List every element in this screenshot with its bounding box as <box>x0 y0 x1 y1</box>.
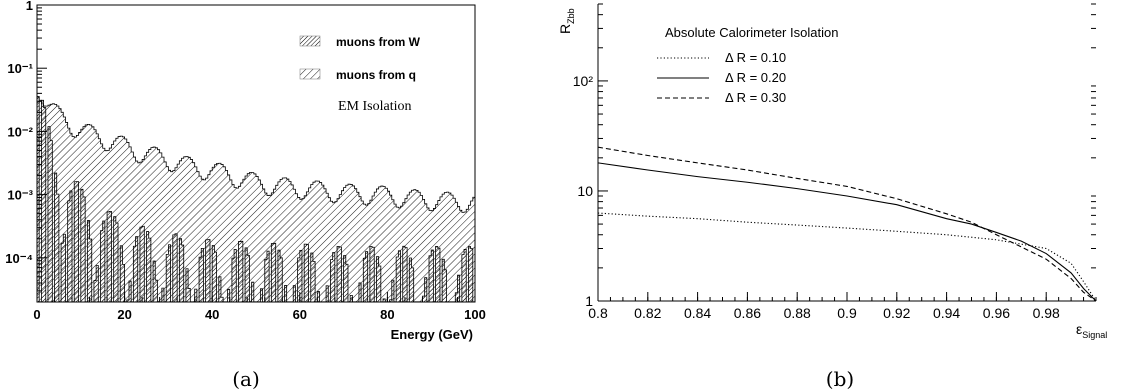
y-tick-label-b: 1 <box>585 293 593 309</box>
y-tick-label-b: 10 <box>577 183 593 199</box>
x-tick-label-a: 100 <box>464 307 486 322</box>
x-tick-label-b: 0.86 <box>734 305 761 321</box>
y-tick-label-a: 10⁻³ <box>7 188 33 203</box>
x-tick-label-b: 0.88 <box>784 305 811 321</box>
x-tick-label-a: 40 <box>205 307 219 322</box>
x-tick-label-a: 20 <box>117 307 131 322</box>
x-tick-label-b: 0.9 <box>837 305 857 321</box>
y-tick-label-a: 1 <box>26 0 33 13</box>
chart-a: 0 20 40 60 80 100 10⁻⁴ 10⁻³ 10⁻² 10⁻¹ 1 muons from… <box>5 0 486 391</box>
line-dr-010 <box>598 212 1096 301</box>
x-tick-label-b: 0.94 <box>933 305 960 321</box>
y-tick-label-a: 10⁻¹ <box>7 61 33 76</box>
legend-title-b: Absolute Calorimeter Isolation <box>665 25 838 40</box>
legend-swatch-q <box>299 68 321 80</box>
x-tick-label-b: 0.84 <box>684 305 711 321</box>
y-tick-label-b: 10² <box>573 73 594 89</box>
line-dr-030 <box>598 146 1096 301</box>
x-tick-label-a: 80 <box>380 307 394 322</box>
legend-swatch-w <box>299 35 321 47</box>
y-tick-label-a: 10⁻⁴ <box>5 251 33 266</box>
x-tick-label-b: 0.8 <box>588 305 608 321</box>
x-tick-label-a: 0 <box>33 307 40 322</box>
legend-label-3: Δ R = 0.30 <box>725 90 786 105</box>
chart-b: 0.8 0.82 0.84 0.86 0.88 0.9 0.92 0.94 0.96 0.98 1 1… <box>560 3 1107 391</box>
y-axis-label-b: RZbb <box>560 8 576 34</box>
x-tick-label-a: 60 <box>293 307 307 322</box>
legend-label-q: muons from q <box>336 68 416 82</box>
legend-label-w: muons from W <box>336 35 421 49</box>
x-tick-label-b: 0.98 <box>1033 305 1060 321</box>
x-axis-label-b: εSignal <box>1076 321 1107 340</box>
x-tick-label-b: 0.96 <box>983 305 1010 321</box>
legend-label-2: Δ R = 0.20 <box>725 70 786 85</box>
y-tick-label-a: 10⁻² <box>7 124 33 139</box>
x-tick-label-b: 0.82 <box>634 305 661 321</box>
legend-label-1: Δ R = 0.10 <box>725 50 786 65</box>
caption-b: (b) <box>826 367 854 391</box>
x-tick-label-b: 0.92 <box>883 305 910 321</box>
line-dr-020 <box>598 162 1096 301</box>
x-axis-label-a: Energy (GeV) <box>391 327 473 342</box>
annotation-em-isolation: EM Isolation <box>338 99 412 114</box>
caption-a: (a) <box>232 367 260 391</box>
